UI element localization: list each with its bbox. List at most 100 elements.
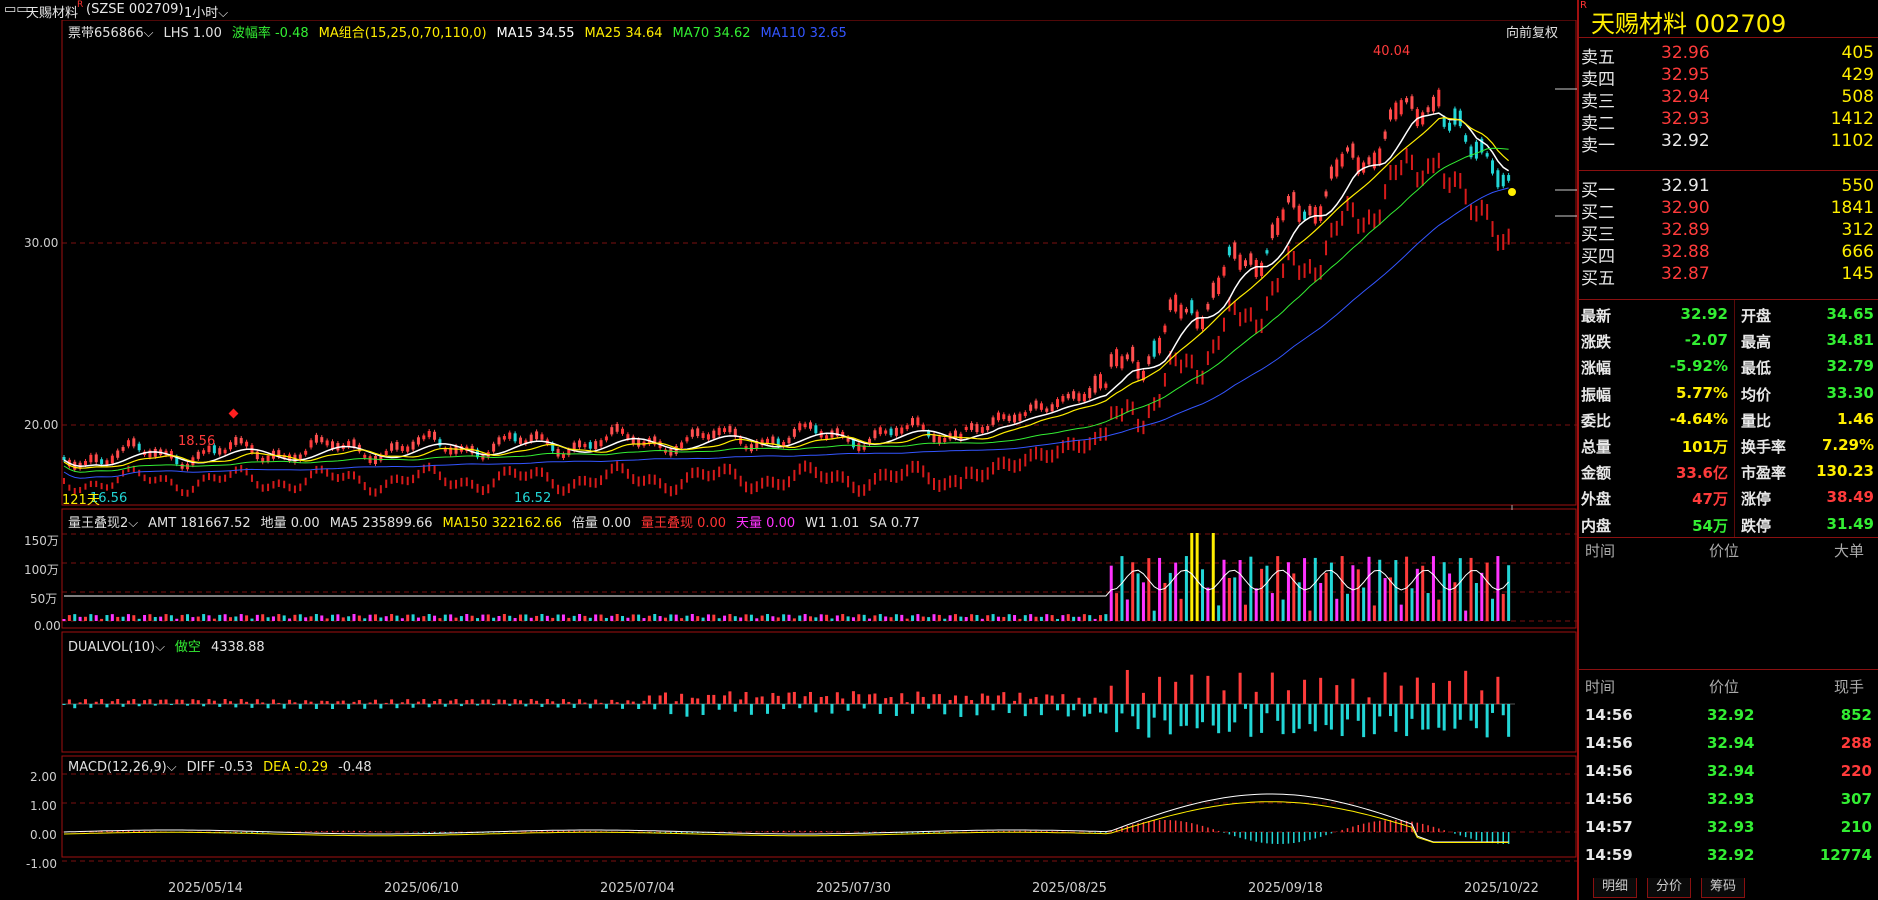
stat-label: 涨跌 <box>1581 333 1612 352</box>
macd-indicator-legend[interactable]: MACD(12,26,9)⌵ DIFF -0.53 DEA -0.29 -0.48 <box>68 760 382 775</box>
tick-row[interactable]: 14:56 32.93 307 <box>1579 787 1878 813</box>
candle-body <box>1426 107 1430 113</box>
volume-legend-item: AMT 181667.52 <box>148 516 251 531</box>
dualvol-bar <box>916 691 920 704</box>
bid-level-row[interactable]: 买五 32.87 145 <box>1579 261 1878 289</box>
dualvol-bar <box>390 699 394 704</box>
bid-level-row[interactable]: 买三 32.89 312 <box>1579 217 1878 245</box>
dualvol-indicator-legend[interactable]: DUALVOL(10)⌵ 做空 4338.88 <box>68 636 275 655</box>
dualvol-bar <box>486 699 490 704</box>
candle-body <box>277 450 281 458</box>
chevron-down-icon[interactable]: ⌵ <box>166 760 177 775</box>
window-menu-icon[interactable]: ▭▭ <box>4 2 29 17</box>
adjust-mode-label[interactable]: 向前复权 <box>1506 26 1559 41</box>
dualvol-bar <box>1458 704 1462 720</box>
candle-body <box>669 448 673 456</box>
stat-row[interactable]: 委比 -4.64% 量比 1.46 <box>1579 407 1878 433</box>
tab-detail[interactable]: 明细 <box>1593 878 1637 898</box>
candle-body <box>454 445 458 454</box>
candle-body <box>1158 337 1162 354</box>
period-label: 1小时 <box>184 6 219 21</box>
stat-row[interactable]: 振幅 5.77% 均价 33.30 <box>1579 381 1878 407</box>
volume-bar <box>261 614 265 621</box>
main-legend-item: 票带656866 <box>68 26 144 41</box>
ask-level-row[interactable]: 卖五 32.96 405 <box>1579 40 1878 68</box>
candle-body <box>567 449 571 456</box>
dualvol-bar <box>900 693 904 704</box>
chevron-down-icon[interactable]: ⌵ <box>155 640 165 655</box>
dualvol-bar <box>776 695 780 704</box>
dualvol-bar <box>1029 698 1033 704</box>
dualvol-bar <box>658 695 662 704</box>
candle-body <box>755 441 759 449</box>
candle-body <box>696 428 700 437</box>
tick-row[interactable]: 14:59 32.92 12774 <box>1579 843 1878 869</box>
dualvol-bar <box>996 695 1000 704</box>
bid-level-row[interactable]: 买一 32.91 550 <box>1579 173 1878 201</box>
stat-row[interactable]: 涨跌 -2.07 最高 34.81 <box>1579 328 1878 354</box>
main-indicator-legend[interactable]: 票带656866⌵ LHS 1.00 波幅率 -0.48 MA组合(15,25,0,7… <box>68 22 857 41</box>
candle-body <box>1292 192 1296 208</box>
macd-legend-item: DIFF -0.53 <box>186 760 254 775</box>
tab-chips[interactable]: 筹码 <box>1701 878 1745 898</box>
volume-bar <box>1201 569 1205 621</box>
volume-bar <box>320 615 324 621</box>
dualvol-bar <box>331 704 335 709</box>
candle-body <box>808 422 812 429</box>
stat-row[interactable]: 金额 33.6亿 市盈率 130.23 <box>1579 459 1878 485</box>
candle-body <box>980 427 984 433</box>
ask-level-row[interactable]: 卖二 32.93 1412 <box>1579 106 1878 134</box>
stat-row[interactable]: 最新 32.92 开盘 34.65 <box>1579 302 1878 328</box>
candle-body <box>873 430 877 439</box>
candle-body <box>803 423 807 428</box>
dualvol-bar <box>1141 692 1145 704</box>
candle-body <box>610 427 614 435</box>
stat-row[interactable]: 内盘 54万 跌停 31.49 <box>1579 512 1878 538</box>
tick-row[interactable]: 14:56 32.94 288 <box>1579 731 1878 757</box>
candle-body <box>1410 96 1414 109</box>
volume-bar <box>674 614 678 621</box>
candle-body <box>180 464 184 469</box>
bid-level-row[interactable]: 买四 32.88 666 <box>1579 239 1878 267</box>
volume-bar <box>927 617 931 621</box>
candle-body <box>680 442 684 449</box>
volume-bar <box>878 614 882 621</box>
ask-level-row[interactable]: 卖一 32.92 1102 <box>1579 128 1878 156</box>
stat-row[interactable]: 外盘 47万 涨停 38.49 <box>1579 485 1878 511</box>
candle-body <box>1238 254 1242 270</box>
stat-row[interactable]: 涨幅 -5.92% 最低 32.79 <box>1579 354 1878 380</box>
volume-bar <box>83 616 87 621</box>
candle-body <box>868 438 872 445</box>
stat-row[interactable]: 总量 101万 换手率 7.29% <box>1579 433 1878 459</box>
dualvol-bar <box>830 704 834 714</box>
date-axis-tick: 2025/08/25 <box>1032 881 1107 896</box>
chevron-down-icon[interactable]: ⌵ <box>143 26 154 41</box>
candle-body <box>186 463 190 470</box>
tick-row[interactable]: 14:57 32.93 210 <box>1579 815 1878 841</box>
chevron-down-icon[interactable]: ⌵ <box>128 516 139 531</box>
dualvol-bar <box>1474 704 1478 729</box>
dualvol-bar <box>1238 672 1242 704</box>
period-selector[interactable]: 1小时⌵ <box>184 2 228 21</box>
candle-body <box>1485 153 1489 157</box>
candle-body <box>814 425 818 434</box>
kline-chart-area[interactable]: 票带656866⌵ LHS 1.00 波幅率 -0.48 MA组合(15,25,0,7… <box>0 20 1577 900</box>
candle-body <box>851 439 855 448</box>
main-legend-item: MA70 34.62 <box>672 26 751 41</box>
tick-row[interactable]: 14:56 32.94 220 <box>1579 759 1878 785</box>
dualvol-bar <box>808 691 812 704</box>
volume-indicator-legend[interactable]: 量王叠现2⌵ AMT 181667.52 地量 0.00 MA5 235899.66 M… <box>68 512 930 531</box>
exchange-code: (SZSE 002709) <box>86 2 184 17</box>
volume-bar <box>846 616 850 621</box>
tick-row[interactable]: 14:56 32.92 852 <box>1579 703 1878 729</box>
candle-body <box>953 430 957 439</box>
bid-volume: 550 <box>1841 176 1874 196</box>
bid-level-row[interactable]: 买二 32.90 1841 <box>1579 195 1878 223</box>
ask-level-row[interactable]: 卖三 32.94 508 <box>1579 84 1878 112</box>
volume-legend-item: 量王叠现2 <box>68 516 129 531</box>
dualvol-bar <box>357 700 361 704</box>
date-axis-tick: 2025/06/10 <box>384 881 459 896</box>
candle-body <box>1013 414 1017 423</box>
ask-level-row[interactable]: 卖四 32.95 429 <box>1579 62 1878 90</box>
tab-price-distribution[interactable]: 分价 <box>1647 878 1691 898</box>
